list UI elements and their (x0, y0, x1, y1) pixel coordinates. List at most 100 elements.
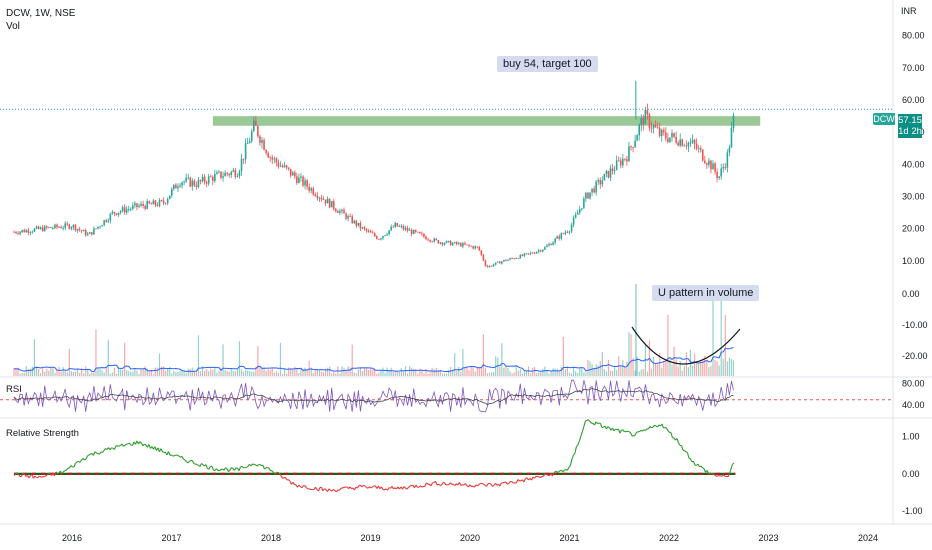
rs-line-segment (331, 489, 334, 492)
candle-body (533, 253, 536, 254)
candle-body (632, 147, 634, 148)
rs-line-segment (566, 467, 570, 471)
rs-line-segment (75, 461, 78, 464)
rs-line-segment (361, 485, 364, 488)
volume-bar (81, 368, 83, 376)
candle-body (554, 238, 556, 243)
volume-bar (704, 355, 706, 376)
volume-bar (216, 372, 218, 376)
rs-line-segment (45, 474, 48, 477)
candle-body (207, 176, 210, 184)
candle-body (60, 227, 62, 229)
volume-bar (566, 366, 569, 376)
rs-line-segment (640, 429, 643, 432)
last-price-value: 57.15 (898, 115, 922, 126)
rs-line-segment (279, 473, 282, 476)
rs-line-segment (92, 451, 96, 456)
rs-line-segment (464, 483, 468, 487)
candle-body (658, 127, 661, 136)
rs-line-segment (670, 432, 673, 438)
volume-bar (333, 371, 335, 376)
candle-body (511, 258, 513, 260)
candle-body (564, 232, 567, 234)
rs-line-segment (37, 475, 40, 478)
volume-bar (83, 373, 85, 376)
candle-body (357, 222, 360, 226)
volume-bar (552, 368, 554, 376)
rs-line-segment (250, 463, 253, 467)
rs-line-segment (342, 486, 345, 489)
volume-bar (378, 372, 380, 376)
rs-line-segment (406, 487, 409, 490)
volume-pattern-annotation[interactable]: U pattern in volume (652, 285, 760, 301)
volume-bar (499, 366, 501, 376)
rs-line-segment (181, 456, 184, 460)
rs-line-segment (665, 427, 669, 431)
candle-body (15, 231, 17, 234)
volume-bar (154, 367, 157, 376)
candle-body (677, 142, 679, 146)
candle-body (691, 140, 694, 143)
volume-bar (35, 366, 38, 376)
rs-line-segment (160, 448, 163, 453)
candle-body (261, 140, 263, 143)
volume-bar (521, 373, 523, 376)
rs-line-segment (314, 486, 318, 490)
candle-body (193, 180, 196, 186)
candle-body (121, 207, 124, 212)
candle-body (136, 203, 138, 207)
volume-bar (349, 367, 351, 376)
volume-bar (542, 368, 544, 376)
buy-target-annotation[interactable]: buy 54, target 100 (497, 56, 598, 72)
volume-bar (452, 369, 454, 376)
rs-line-segment (130, 444, 133, 447)
candle-body (595, 181, 597, 193)
rs-line-segment (589, 421, 592, 424)
volume-bar (435, 367, 437, 376)
candle-body (277, 162, 280, 167)
candle-body (474, 246, 477, 249)
candle-body (503, 259, 505, 262)
volume-bar (281, 373, 284, 376)
candle-body (710, 160, 712, 170)
candle-body (732, 115, 735, 128)
volume-bar (513, 372, 515, 376)
candle-body (603, 173, 606, 181)
rs-line-segment (508, 481, 511, 484)
candle-body (570, 224, 573, 232)
rs-line-segment (31, 474, 34, 479)
rs-line-segment (421, 486, 424, 488)
volume-bar (702, 358, 704, 376)
volume-bar (372, 369, 374, 376)
volume-bar (286, 373, 288, 376)
rs-line-segment (178, 455, 181, 458)
candle-body (656, 127, 659, 128)
volume-bar (310, 367, 312, 376)
candle-body (378, 238, 380, 240)
candle-body (45, 226, 48, 228)
volume-bar (193, 371, 195, 376)
rs-line-segment (288, 479, 291, 482)
candle-body (689, 142, 692, 144)
rs-line-segment (505, 481, 508, 485)
volume-bar (113, 367, 116, 376)
volume-bar (675, 359, 677, 376)
candle-body (482, 254, 485, 261)
rs-line-segment (546, 473, 549, 476)
volume-tick-label: -20.00 (902, 351, 928, 361)
candle-body (341, 209, 343, 211)
candle-body (281, 165, 284, 167)
candle-body (724, 166, 727, 168)
volume-bar (245, 370, 247, 376)
volume-bar (505, 366, 507, 376)
volume-bar (160, 366, 163, 376)
rs-line-segment (46, 473, 49, 476)
volume-bar (609, 370, 612, 376)
rs-line-segment (732, 462, 735, 465)
volume-bar (124, 342, 126, 376)
volume-bar (523, 371, 526, 376)
candle-body (515, 258, 518, 260)
candle-body (86, 233, 89, 236)
candle-body (548, 244, 550, 246)
